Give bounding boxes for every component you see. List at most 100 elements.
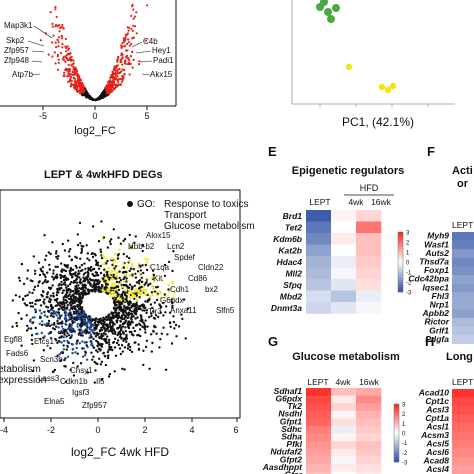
- colorbar-segment: [398, 249, 403, 253]
- scatter-dot: [114, 294, 118, 298]
- volcano-dot: [67, 68, 70, 71]
- scatter-dot: [96, 332, 99, 335]
- scatter-dot: [56, 319, 59, 323]
- volcano-dot: [114, 72, 117, 75]
- volcano-dot: [70, 75, 73, 78]
- volcano-dot: [129, 55, 132, 58]
- scatter-dot: [59, 276, 63, 279]
- scatter-dot: [100, 256, 104, 260]
- volcano-dot: [108, 80, 111, 83]
- scatter-dot: [78, 342, 82, 345]
- volcano-dot: [51, 22, 54, 25]
- volcano-dot: [61, 58, 64, 61]
- scatter-dot: [66, 345, 69, 348]
- scatter-dot: [89, 333, 93, 337]
- volcano-dot: [67, 47, 71, 50]
- volcano-dot: [80, 93, 83, 96]
- scatter-dot: [24, 294, 27, 298]
- scatter-dot: [130, 350, 134, 354]
- scatter-dot: [86, 252, 90, 255]
- heatmap-cell: [452, 232, 474, 241]
- scatter-dot: [46, 291, 50, 294]
- scatter-dot: [94, 317, 98, 320]
- scatter-dot: [85, 316, 88, 319]
- scatter-dot: [68, 312, 71, 315]
- scatter-dot: [97, 240, 101, 243]
- volcano-dot: [132, 8, 135, 11]
- scatter-dot: [106, 325, 110, 329]
- scatter-dot: [23, 302, 26, 305]
- heatmap-cell: [356, 441, 382, 450]
- scatter-dot: [186, 307, 190, 310]
- scatter-dot: [108, 276, 112, 279]
- scatter-dot: [57, 316, 60, 320]
- scatter-dot: [139, 286, 142, 289]
- scatter-dot: [42, 349, 45, 352]
- scatter-dot: [130, 310, 133, 313]
- volcano-dot: [120, 44, 123, 47]
- volcano-dot: [78, 91, 81, 95]
- heatmap-g-colorbar: 3 2 1 0 -1 -2 -3: [393, 403, 408, 467]
- scatter-dot: [95, 271, 99, 275]
- column-label: 16wk: [371, 197, 392, 207]
- volcano-dot: [66, 75, 69, 78]
- volcano-dot: [104, 86, 107, 89]
- scatter-dot: [119, 282, 123, 285]
- gene-label: Slfn5: [216, 306, 235, 315]
- scatter-dot: [114, 260, 117, 263]
- scatter-dot: [126, 307, 129, 311]
- scatter-dot: [125, 340, 128, 343]
- scatter-dot: [172, 250, 175, 253]
- scatter-dot: [38, 273, 42, 277]
- volcano-dot: [62, 27, 65, 30]
- scatter-dot: [70, 258, 74, 261]
- scatter-dot: [69, 298, 73, 301]
- volcano-dot: [123, 40, 126, 44]
- scatter-dot: [78, 281, 82, 284]
- scatter-dot: [117, 301, 120, 304]
- scatter-dot: [32, 321, 35, 324]
- volcano-dot: [130, 27, 133, 30]
- scatter-dot: [17, 311, 20, 315]
- gene-label: Zfp948: [4, 56, 29, 65]
- heatmap-cell: [331, 388, 357, 396]
- volcano-dot: [116, 60, 119, 63]
- scatter-dot: [139, 314, 142, 317]
- scatter-dot: [124, 330, 128, 333]
- heatmap-cell: [356, 256, 382, 268]
- scatter-dot: [82, 331, 86, 334]
- scatter-dot: [177, 325, 181, 328]
- scatter-dot: [157, 315, 160, 319]
- scatter-dot: [128, 274, 131, 277]
- volcano-dot: [134, 25, 137, 28]
- column-label: 4wk: [335, 377, 351, 387]
- scatter-dot: [70, 326, 73, 329]
- scatter-dot: [76, 322, 80, 326]
- volcano-dot: [106, 84, 109, 87]
- colorbar-segment: [398, 252, 403, 255]
- colorbar-tick-label: 0: [402, 432, 406, 438]
- volcano-dot: [55, 46, 58, 49]
- volcano-dot: [73, 84, 76, 87]
- heatmap-cell: [452, 318, 474, 327]
- volcano-x-label: log2_FC: [74, 125, 116, 137]
- scatter-dot: [76, 365, 79, 368]
- scatter-dot: [95, 285, 98, 289]
- scatter-dot: [44, 275, 47, 279]
- volcano-dot: [47, 53, 50, 56]
- scatter-dot: [125, 255, 129, 258]
- scatter-dot: [28, 291, 31, 294]
- scatter-dot: [61, 308, 64, 311]
- volcano-dot: [131, 29, 134, 32]
- scatter-dot: [109, 295, 112, 298]
- scatter-dot: [51, 241, 54, 244]
- scatter-dot: [87, 315, 91, 318]
- scatter-dot: [77, 284, 80, 287]
- scatter-dot: [159, 292, 162, 295]
- colorbar-tick-label: -1: [402, 441, 408, 447]
- colorbar-segment: [398, 267, 403, 270]
- go-term-partial: etabolism: [0, 364, 41, 375]
- scatter-dot: [153, 301, 156, 304]
- scatter-dot: [145, 311, 148, 315]
- scatter-dot: [133, 241, 136, 244]
